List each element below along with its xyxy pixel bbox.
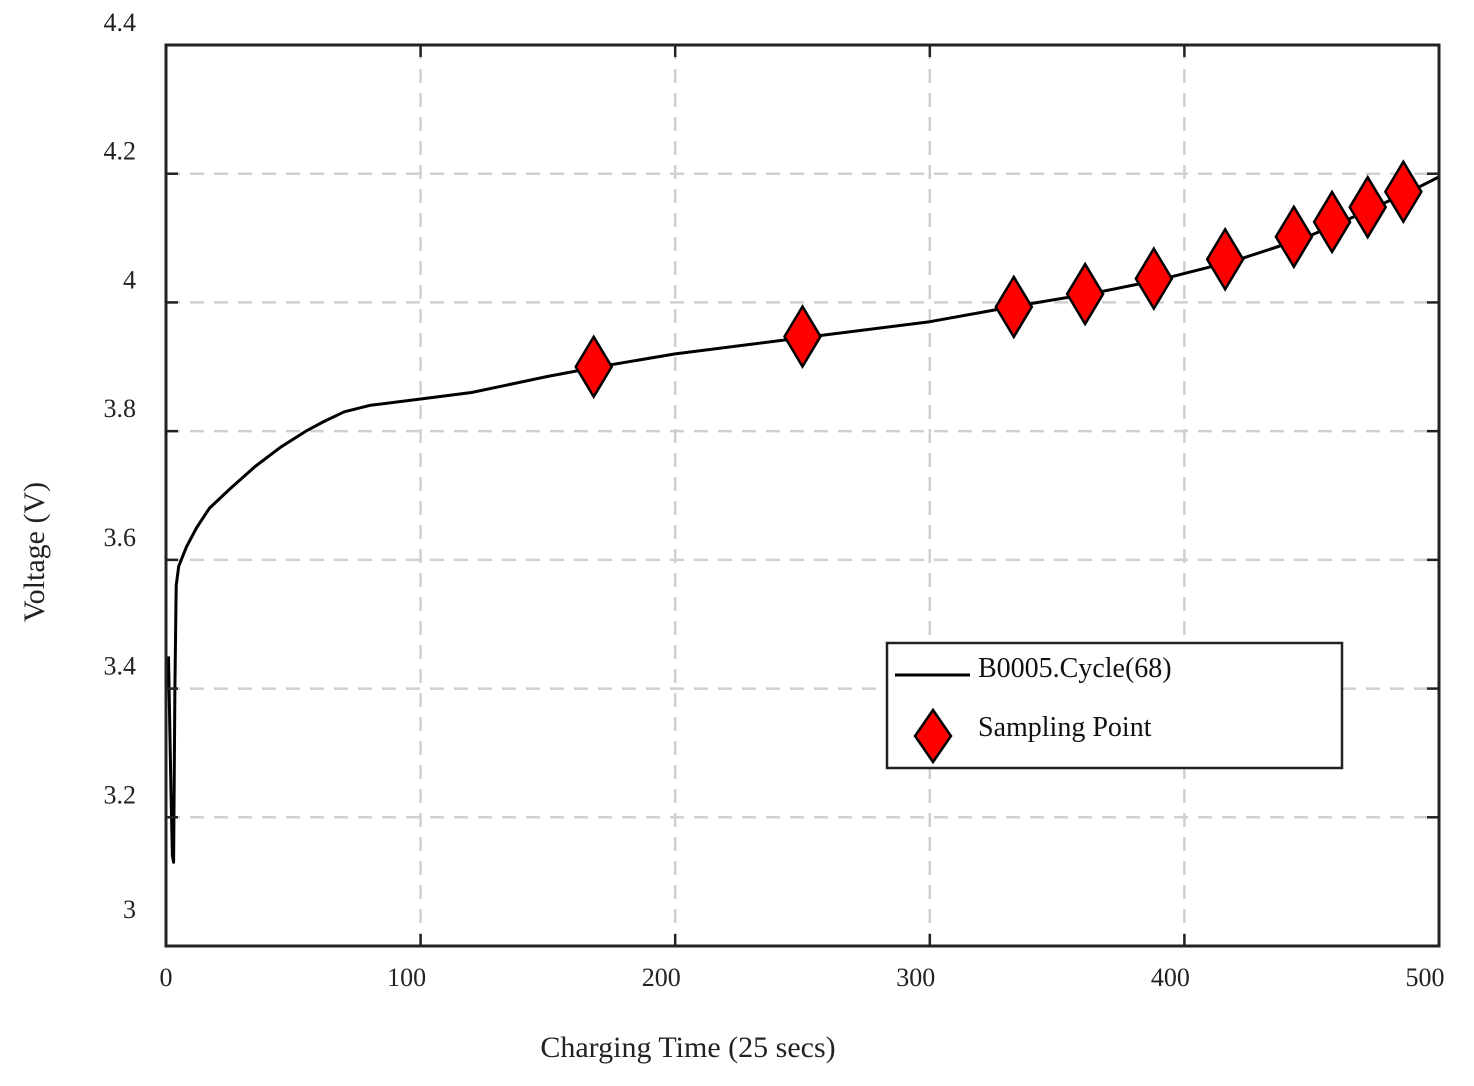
- series-line: [167, 175, 1440, 864]
- legend-entry-line: B0005.Cycle(68): [978, 653, 1172, 684]
- y-tick-label: 4.2: [104, 137, 137, 166]
- y-tick-label: 3.2: [104, 780, 137, 809]
- plot-frame: [164, 43, 1441, 948]
- sampling-point-marker: [1065, 261, 1105, 327]
- sampling-point-marker: [1274, 204, 1314, 270]
- legend-box: [885, 641, 1344, 770]
- x-tick-label: 200: [642, 963, 681, 992]
- sampling-point-marker: [1312, 189, 1352, 255]
- x-axis-label: Charging Time (25 secs): [540, 1031, 835, 1064]
- sampling-point-marker: [1348, 174, 1388, 240]
- legend: B0005.Cycle(68) Sampling Point: [885, 641, 1344, 770]
- sampling-point-marker: [994, 274, 1034, 340]
- y-tick-label: 3: [123, 895, 136, 924]
- x-tick-label: 300: [896, 963, 935, 992]
- y-axis-label: Voltage (V): [18, 482, 51, 622]
- x-tick-label: 400: [1151, 963, 1190, 992]
- sampling-point-marker: [1134, 246, 1174, 312]
- ticks: [164, 43, 1441, 948]
- grid: [166, 45, 1439, 946]
- y-tick-label: 3.4: [104, 652, 137, 681]
- sampling-point-marker: [783, 304, 822, 369]
- sampling-point-marker: [1383, 159, 1423, 225]
- tick-labels: 0 100 200 300 400 500 3 3.2 3.4 3.6 3.8 4 4.2 4.4: [104, 8, 1445, 992]
- y-tick-label: 4: [123, 265, 136, 294]
- y-tick-label: 3.8: [104, 394, 137, 423]
- x-tick-label: 0: [160, 963, 173, 992]
- legend-diamond-swatch: [913, 707, 953, 765]
- x-tick-label: 500: [1406, 963, 1445, 992]
- sampling-point-marker: [1205, 226, 1245, 292]
- y-tick-label: 3.6: [104, 523, 137, 552]
- y-tick-label: 4.4: [104, 8, 137, 37]
- series: [167, 159, 1440, 864]
- sampling-point-marker: [574, 334, 614, 400]
- legend-entry-sampling-point: Sampling Point: [978, 712, 1152, 743]
- x-tick-label: 100: [387, 963, 426, 992]
